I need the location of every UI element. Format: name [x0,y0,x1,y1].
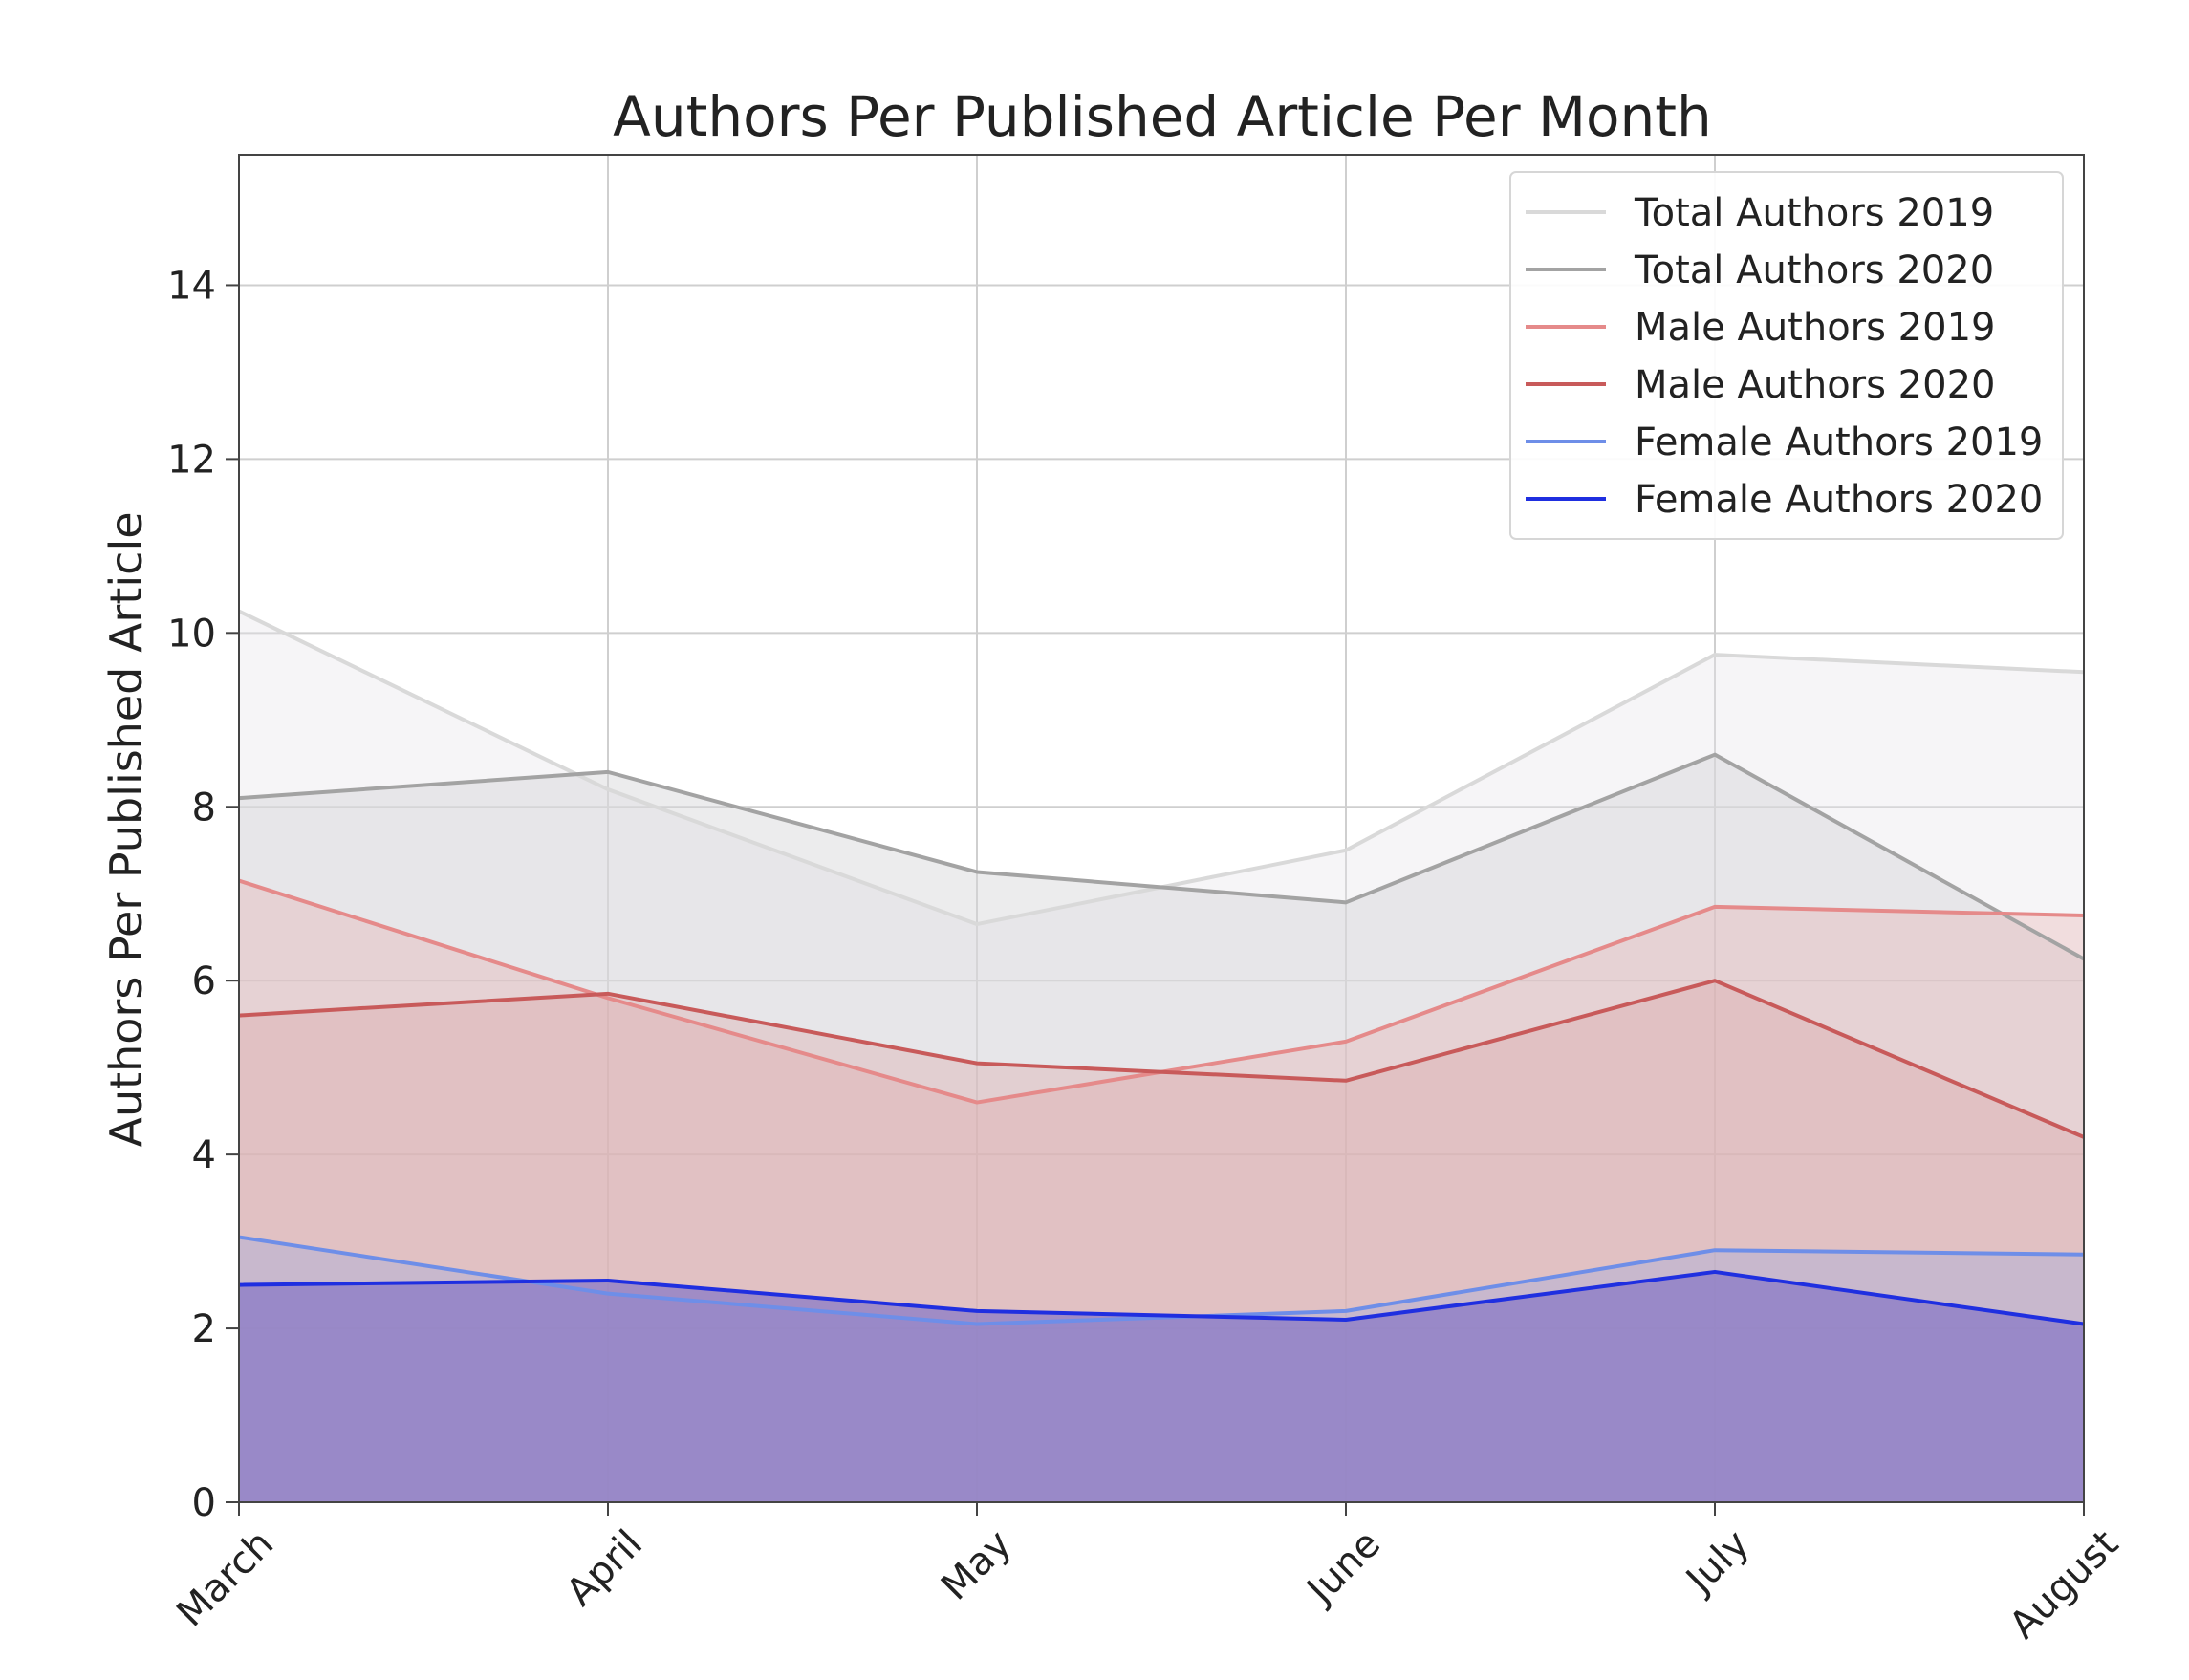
series-line-1 [238,752,2085,961]
legend-label: Female Authors 2020 [1635,478,2043,522]
y-tick-label: 2 [192,1307,216,1351]
y-tick-label: 8 [192,786,216,829]
series-area-5 [239,1271,2084,1502]
series-area-0 [239,611,2084,1502]
x-tick-label: May [933,1522,1020,1609]
x-tick-label: July [1677,1522,1759,1605]
y-tick-label: 14 [167,264,216,308]
plot-frame [238,154,2085,1503]
y-tick-label: 4 [192,1133,216,1177]
series-line-5 [238,1269,2085,1326]
chart-title: Authors Per Published Article Per Month [613,84,1712,149]
y-tick-label: 10 [167,612,216,656]
x-tick-label: August [2002,1522,2128,1648]
legend-label: Male Authors 2020 [1635,363,1995,407]
legend-label: Total Authors 2019 [1634,191,1994,235]
series-lines [238,609,2085,1326]
y-tick-label: 12 [167,438,216,482]
legend-label: Male Authors 2019 [1635,306,1995,350]
y-tick-label: 0 [192,1481,216,1525]
legend-label: Female Authors 2019 [1635,420,2043,464]
y-tick-label: 6 [192,959,216,1003]
x-tick-label: June [1297,1522,1389,1614]
y-axis-ticks: 0 2 4 6 8 10 12 14 [167,264,239,1525]
legend-label: Total Authors 2020 [1634,248,1994,292]
x-tick-label: April [558,1522,651,1615]
y-axis-label: Authors Per Published Article [100,511,152,1147]
x-tick-label: March [168,1522,282,1636]
legend: Total Authors 2019 Total Authors 2020 Male… [1509,171,2064,540]
series-line-4 [238,1235,2085,1326]
series-line-3 [238,979,2085,1139]
legend-box [1509,171,2064,540]
x-axis-ticks: March April May June July August [168,1502,2127,1648]
